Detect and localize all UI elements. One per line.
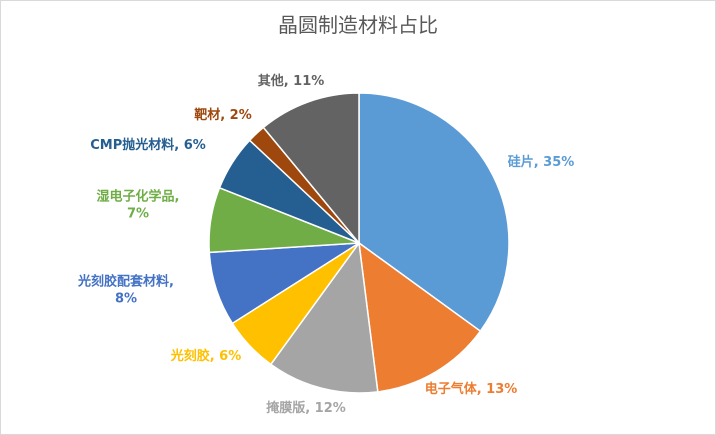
chart-title: 晶圆制造材料占比 (278, 13, 438, 37)
pie-slice-2 (358, 241, 482, 393)
data-label-8: 靶材, 2% (194, 107, 252, 123)
data-label-6: 湿电子化学品, 7% (97, 189, 180, 222)
data-label-9: 其他, 11% (258, 73, 325, 89)
pie-slice-1 (358, 92, 510, 333)
pie-slice-9 (262, 92, 360, 246)
data-label-1: 硅片, 35% (508, 154, 575, 170)
data-label-5: 光刻胶配套材料, 8% (77, 274, 174, 307)
pie-slice-3 (269, 241, 379, 394)
data-label-3: 掩膜版, 12% (266, 400, 346, 416)
data-label-7: CMP抛光材料, 6% (90, 137, 206, 153)
data-label-2: 电子气体, 13% (425, 381, 518, 397)
data-label-4: 光刻胶, 6% (170, 348, 242, 364)
